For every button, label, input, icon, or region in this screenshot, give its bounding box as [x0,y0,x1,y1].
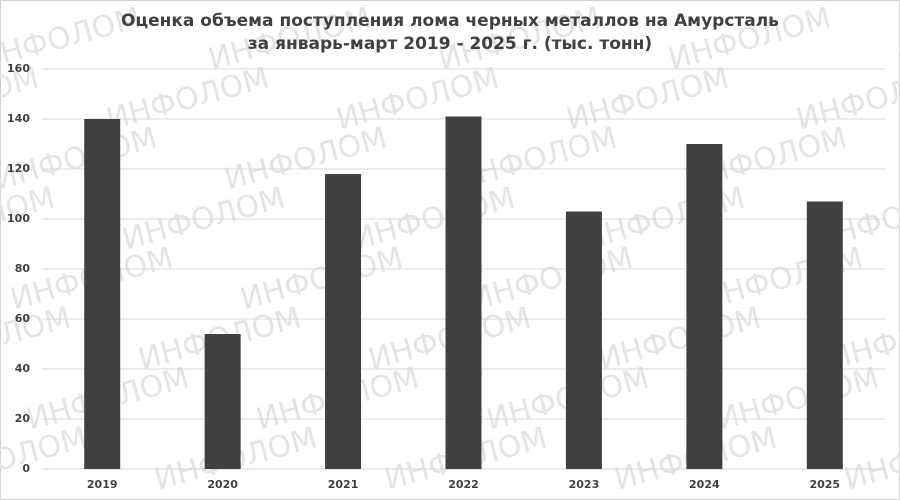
x-tick-label: 2023 [569,478,600,491]
bar [806,201,843,469]
bar [204,334,241,469]
x-tick-label: 2024 [689,478,720,491]
y-tick-label: 100 [7,212,30,225]
y-tick-label: 40 [15,362,31,375]
bar [84,119,121,469]
x-tick-label: 2022 [448,478,479,491]
y-tick-label: 60 [15,312,31,325]
y-tick-label: 80 [15,262,31,275]
x-tick-label: 2019 [87,478,118,491]
y-tick-label: 120 [7,162,30,175]
bar [445,116,482,469]
y-tick-label: 160 [7,62,30,75]
chart-title: Оценка объема поступления лома черных ме… [121,11,779,31]
y-tick-label: 20 [15,412,31,425]
bar [565,211,602,469]
y-tick-label: 140 [7,112,30,125]
x-tick-label: 2021 [328,478,359,491]
chart-subtitle: за январь-март 2019 - 2025 г. (тыс. тонн… [248,34,652,54]
x-tick-label: 2020 [207,478,238,491]
y-tick-label: 0 [22,462,30,475]
bar [686,144,723,469]
bar [325,174,362,469]
x-tick-label: 2025 [809,478,840,491]
